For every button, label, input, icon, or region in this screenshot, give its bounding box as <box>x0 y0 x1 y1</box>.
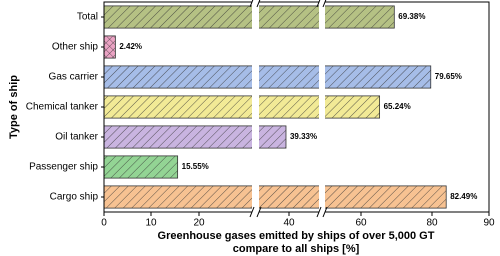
y-tick-label: Oil tanker <box>55 132 98 143</box>
x-tick-label: 90 <box>483 218 495 229</box>
y-tick-label: Other ship <box>52 42 99 53</box>
x-axis-label: compare to all ships [%] <box>233 243 360 255</box>
break-slash <box>322 0 327 8</box>
value-label: 82.49% <box>450 192 477 201</box>
value-label: 79.65% <box>435 72 462 81</box>
value-label: 69.38% <box>398 12 425 21</box>
value-label: 65.24% <box>384 102 411 111</box>
break-gap <box>252 1 259 217</box>
bar-hatch <box>104 95 380 119</box>
value-label: 39.33% <box>290 132 317 141</box>
bar-hatch <box>104 125 286 149</box>
break-slash <box>256 206 262 218</box>
break-slash <box>316 206 322 218</box>
break-slash <box>249 206 255 218</box>
y-tick-label: Gas carrier <box>49 72 99 83</box>
break-slash <box>249 0 254 8</box>
x-tick-label: 40 <box>283 218 295 229</box>
bars <box>103 5 447 209</box>
y-axis-label: Type of ship <box>8 75 20 139</box>
x-tick-label: 80 <box>426 218 438 229</box>
break-slash <box>316 0 321 8</box>
bar-hatch <box>104 35 116 59</box>
x-tick-label: 60 <box>355 218 367 229</box>
y-tick-label: Passenger ship <box>29 162 98 173</box>
bar-hatch <box>104 5 395 29</box>
x-tick-label: 10 <box>145 218 157 229</box>
bar-hatch <box>104 65 431 89</box>
break-gap <box>319 1 325 217</box>
break-slash <box>322 206 328 218</box>
y-tick-label: Chemical tanker <box>26 102 99 113</box>
axis-breaks <box>249 0 328 218</box>
bar-hatch <box>104 155 178 179</box>
bar-hatch <box>104 185 447 209</box>
y-tick-label: Cargo ship <box>50 192 99 203</box>
value-label: 2.42% <box>119 42 142 51</box>
x-tick-label: 20 <box>193 218 205 229</box>
x-tick-label: 0 <box>101 218 107 229</box>
break-slash <box>256 0 261 8</box>
value-label: 15.55% <box>182 162 209 171</box>
y-tick-label: Total <box>77 12 98 23</box>
x-axis-label: Greenhouse gases emitted by ships of ove… <box>158 230 435 242</box>
